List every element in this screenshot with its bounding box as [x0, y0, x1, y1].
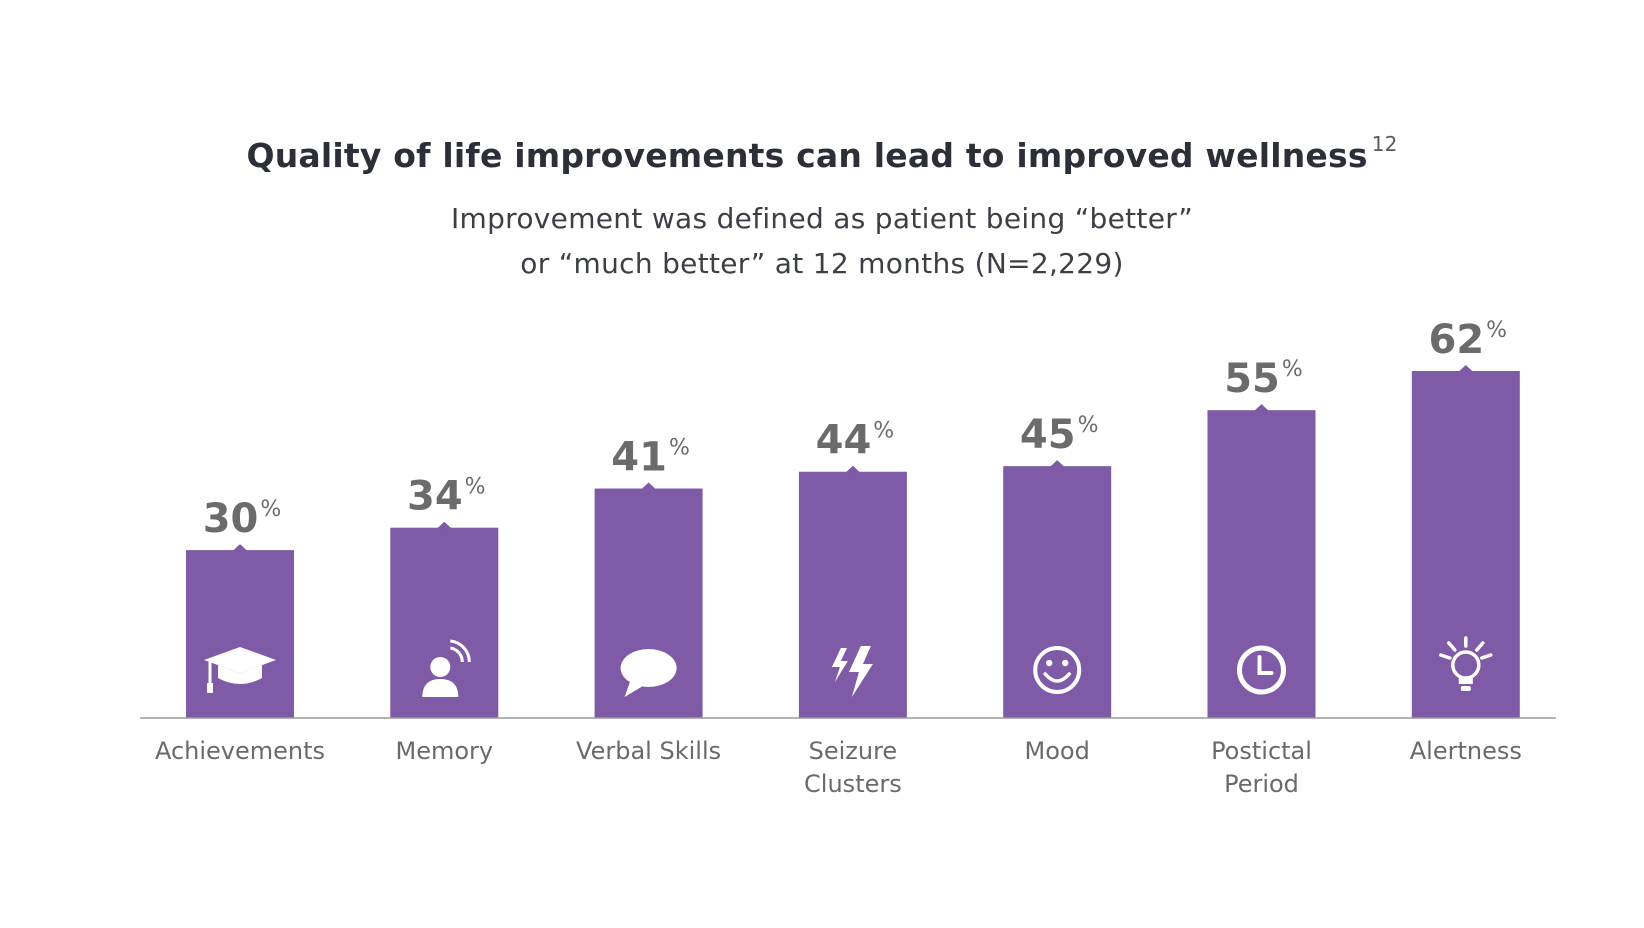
graduation-cap-icon	[204, 647, 276, 693]
clock-icon	[1237, 645, 1286, 695]
chart-subtitle-line-2: or “much better” at 12 months (N=2,229)	[520, 247, 1124, 280]
data-label-6: 62%	[1429, 317, 1508, 363]
bar-notch-6	[1458, 365, 1473, 372]
bar-notch-5	[1254, 404, 1269, 411]
bar-notch-4	[1050, 460, 1065, 467]
bar-0	[186, 550, 294, 718]
speech-bubble-icon	[620, 649, 677, 697]
data-label-2: 41%	[611, 435, 690, 481]
chart-title-text: Quality of life improvements can lead to…	[246, 136, 1368, 175]
data-label-percent: %	[669, 436, 690, 461]
lightbulb-icon	[1439, 636, 1493, 691]
category-label-2: Verbal Skills	[576, 737, 721, 765]
smiley-face-icon	[1033, 646, 1082, 694]
data-label-percent: %	[1078, 413, 1099, 438]
data-label-value: 62	[1429, 317, 1485, 363]
data-label-value: 45	[1020, 412, 1076, 458]
category-label-3-line-1: Clusters	[804, 770, 902, 798]
data-label-value: 41	[611, 435, 667, 481]
category-label-4: Mood	[1025, 737, 1090, 765]
category-label-5-line-0: Postictal	[1211, 737, 1312, 765]
bar-notch-2	[641, 482, 656, 490]
data-label-3: 44%	[816, 418, 895, 464]
bar-notch-3	[845, 465, 860, 473]
title-footnote: 12	[1371, 132, 1398, 156]
chart-subtitle-line-1: Improvement was defined as patient being…	[450, 202, 1194, 235]
data-label-5: 55%	[1224, 356, 1303, 402]
data-label-1: 34%	[407, 474, 486, 520]
category-label-0: Achievements	[155, 737, 325, 765]
data-label-percent: %	[260, 497, 281, 522]
bar-6	[1411, 371, 1520, 718]
bar-notch-0	[233, 544, 247, 551]
data-label-percent: %	[1282, 357, 1303, 382]
category-label-5-line-1: Period	[1224, 770, 1299, 798]
data-label-4: 45%	[1020, 412, 1099, 458]
data-label-percent: %	[465, 475, 486, 500]
data-label-value: 34	[407, 474, 463, 520]
data-label-value: 30	[203, 496, 259, 542]
data-label-percent: %	[1486, 318, 1507, 343]
bar-3	[798, 471, 907, 718]
category-label-6: Alertness	[1410, 737, 1522, 765]
data-label-0: 30%	[203, 496, 282, 542]
category-label-3-line-0: Seizure	[809, 737, 898, 765]
bar-4	[1003, 466, 1112, 718]
lightning-bolts-icon	[831, 646, 873, 697]
chart-title: Quality of life improvements can lead to…	[0, 132, 1644, 175]
data-label-value: 55	[1224, 356, 1280, 402]
category-label-1: Memory	[395, 737, 493, 765]
bars-group: 30% Achievements 34% Memory 41% Verbal Skills…	[155, 317, 1522, 798]
data-label-value: 44	[816, 418, 872, 464]
person-signal-icon	[422, 639, 471, 697]
bar-notch-1	[437, 521, 452, 529]
data-label-percent: %	[873, 419, 894, 444]
